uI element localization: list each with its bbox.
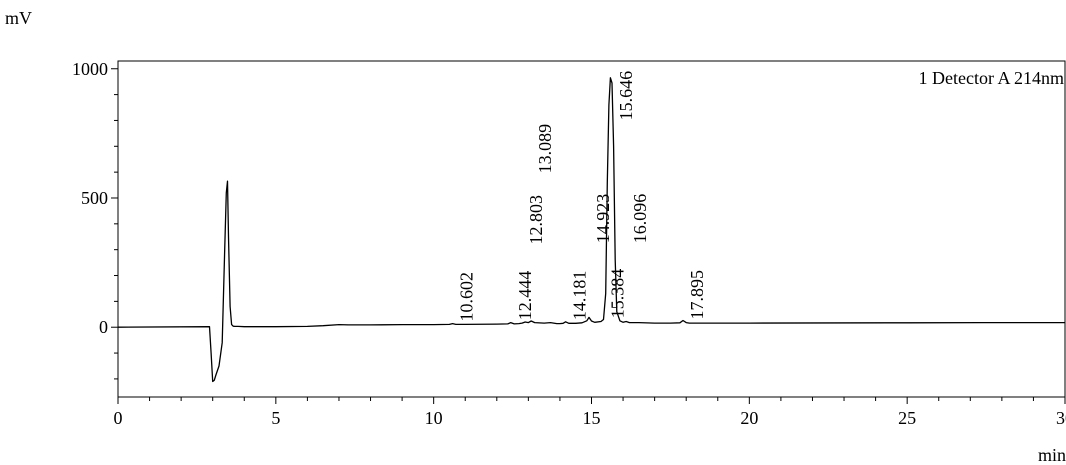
x-axis-label: min <box>1038 445 1066 465</box>
peak-label: 10.602 <box>457 272 477 322</box>
peak-label: 12.444 <box>515 271 535 321</box>
x-axis: 0 5 10 15 20 25 30 <box>114 397 1066 428</box>
x-tick-label: 10 <box>425 408 443 428</box>
x-tick-label: 5 <box>271 408 280 428</box>
x-tick-label: 30 <box>1056 408 1066 428</box>
peak-label: 15.384 <box>608 269 628 319</box>
peak-label: 17.895 <box>687 270 707 320</box>
detector-trace-line <box>117 77 1065 383</box>
peak-label: 14.181 <box>570 271 590 321</box>
peak-label: 12.803 <box>526 195 546 245</box>
x-tick-label: 20 <box>740 408 758 428</box>
y-axis: 0 500 1000 <box>72 59 118 380</box>
peak-labels: 10.602 12.444 12.803 13.089 14.181 14.923 15.3… <box>457 71 707 322</box>
x-tick-label: 0 <box>114 408 123 428</box>
y-tick-label: 0 <box>99 317 108 337</box>
x-tick-label: 15 <box>583 408 601 428</box>
y-axis-label: mV <box>5 8 32 28</box>
peak-label: 13.089 <box>535 124 555 174</box>
peak-label: 14.923 <box>593 194 613 244</box>
peak-label: 15.646 <box>616 71 636 121</box>
x-tick-label: 25 <box>898 408 916 428</box>
peak-label: 16.096 <box>630 194 650 244</box>
y-tick-label: 500 <box>81 188 108 208</box>
y-tick-label: 1000 <box>72 59 108 79</box>
legend-series-name: 1 Detector A 214nm <box>919 68 1064 88</box>
